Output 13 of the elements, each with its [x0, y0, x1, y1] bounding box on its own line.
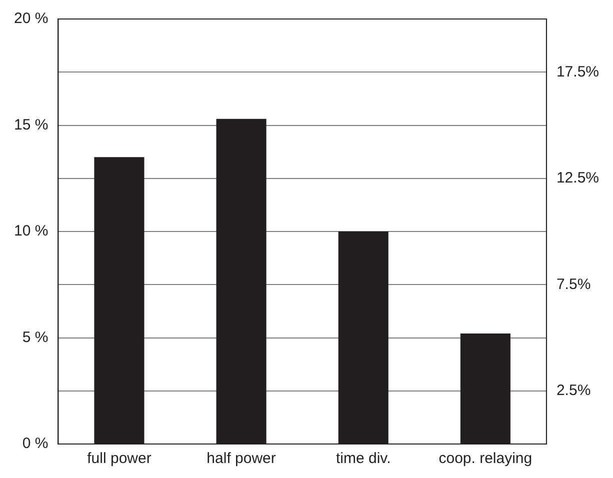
y2-tick-label: 7.5% [556, 276, 591, 293]
y-tick-label: 15 % [14, 116, 48, 134]
y2-tick-label: 2.5% [556, 382, 591, 400]
x-tick-label: half power [206, 450, 276, 468]
y-tick-label: 0 % [22, 435, 48, 452]
x-tick-label: full power [87, 450, 152, 468]
x-tick-label: coop. relaying [438, 450, 532, 468]
y-tick-label: 5 % [22, 328, 48, 346]
y2-tick-label: 17.5% [556, 63, 600, 80]
y-tick-label: 20 % [14, 10, 48, 28]
y-tick-label: 10 % [14, 222, 48, 240]
y2-tick-label: 12.5% [556, 170, 600, 187]
x-tick-label: time div. [336, 450, 391, 468]
